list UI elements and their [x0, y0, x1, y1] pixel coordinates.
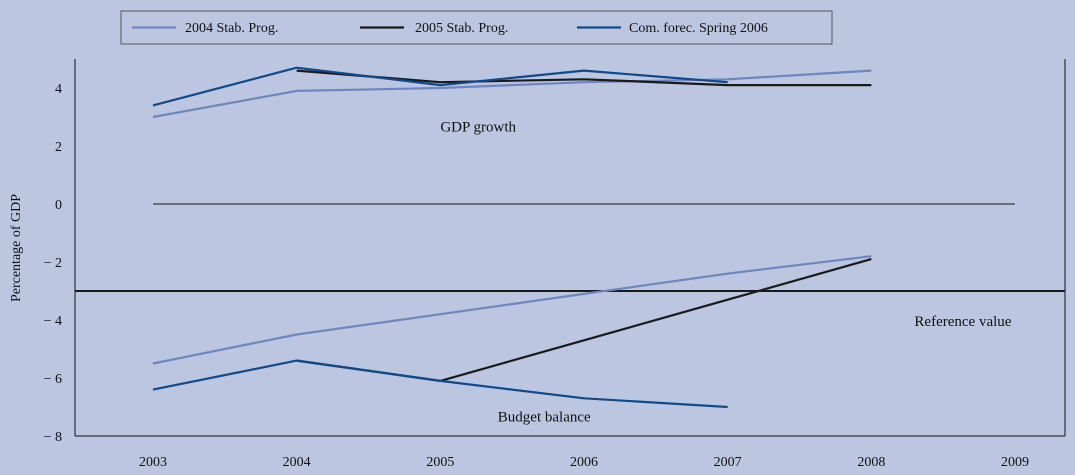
x-tick-label: 2007 — [714, 455, 742, 470]
x-tick-label: 2004 — [283, 455, 311, 470]
x-tick-label: 2009 — [1001, 455, 1029, 470]
series-line-2004-stab-prog-gdp-growth — [152, 69, 872, 119]
y-tick-label: − 6 — [44, 372, 62, 387]
y-tick-label: − 4 — [44, 314, 62, 329]
legend-label: Com. forec. Spring 2006 — [629, 21, 768, 36]
annotation-gdp-growth: GDP growth — [440, 120, 516, 136]
x-tick-label: 2008 — [857, 455, 885, 470]
y-tick-label: 2 — [55, 140, 62, 155]
legend-label: 2004 Stab. Prog. — [185, 21, 278, 36]
reference-lines — [75, 203, 1065, 292]
y-tick-label: 0 — [55, 198, 62, 213]
x-tick-label: 2005 — [426, 455, 454, 470]
x-tick-label: 2003 — [139, 455, 167, 470]
y-tick-label: 4 — [55, 82, 62, 97]
series-line-com-forec-spring-2006-gdp-growth — [152, 66, 728, 107]
legend: 2004 Stab. Prog. 2005 Stab. Prog. Com. for… — [120, 10, 833, 45]
annotation-budget-balance: Budget balance — [498, 410, 591, 426]
tick-labels: − 8 − 6 − 4 − 2 0 2 4 2003 2004 2005 2006 2007 2008 2… — [44, 82, 1029, 470]
legend-box — [120, 10, 833, 45]
legend-label: 2005 Stab. Prog. — [415, 21, 508, 36]
y-axis-title: Percentage of GDP — [9, 194, 24, 302]
annotation-reference-value: Reference value — [914, 314, 1011, 330]
axes — [74, 59, 1066, 437]
annotations: GDP growth Reference value Budget balance — [440, 120, 1011, 426]
series-lines — [152, 66, 872, 409]
x-tick-label: 2006 — [570, 455, 598, 470]
series-line-2004-stab-prog-budget-balance — [152, 255, 872, 365]
series-line-com-forec-spring-2006-budget-balance — [152, 359, 728, 409]
y-tick-label: − 8 — [44, 430, 62, 445]
y-tick-label: − 2 — [44, 256, 62, 271]
